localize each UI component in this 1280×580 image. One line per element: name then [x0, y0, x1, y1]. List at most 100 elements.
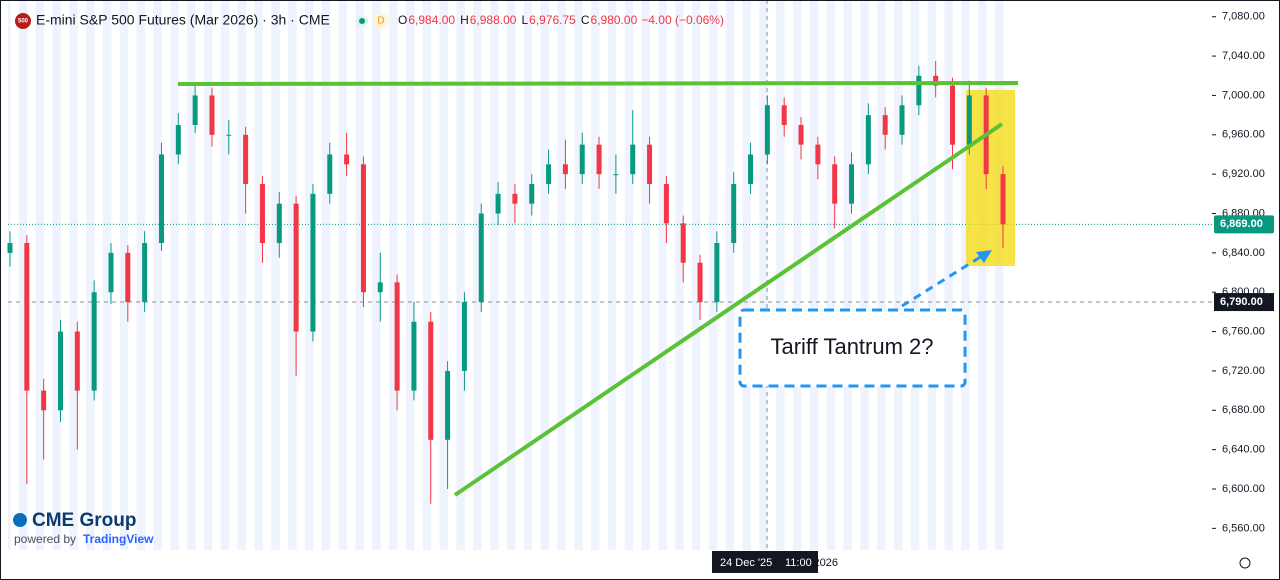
candle-body [226, 134, 232, 136]
candle-body [714, 243, 720, 303]
annotation-box [738, 308, 967, 388]
ohlc-value: 6,988.00 [470, 13, 517, 27]
candle-body [74, 331, 80, 391]
y-tick-label: 6,640.00 [1222, 444, 1265, 456]
candle-body [495, 193, 501, 214]
candle-body [1000, 174, 1006, 225]
candle-body [192, 95, 198, 125]
grid-layer [8, 223, 1212, 303]
last-price-box [1214, 215, 1274, 234]
candle-body [24, 243, 30, 391]
candle-body [461, 302, 467, 371]
settings-icon[interactable] [1239, 557, 1251, 569]
ohlc-change: −4.00 (−0.06%) [641, 13, 724, 27]
candle-body [647, 144, 653, 184]
ohlc-key: H [460, 13, 469, 27]
candle-body [209, 95, 215, 135]
y-tick-label: 6,840.00 [1222, 247, 1265, 259]
brand-icon [13, 513, 27, 527]
candle-body [259, 183, 265, 244]
candle-body [310, 193, 316, 332]
crosshair-time: 11:00 [785, 557, 812, 569]
candle-body [748, 154, 754, 184]
candle-body [344, 154, 350, 165]
last-price-label: 6,869.00 [1220, 218, 1263, 230]
time-label: 2026 [814, 557, 838, 569]
candle-body [630, 144, 636, 175]
candle-body [613, 174, 619, 176]
y-tick-label: 7,000.00 [1222, 89, 1265, 101]
candle-body [57, 331, 63, 411]
candle-body [360, 164, 366, 293]
candle-body [916, 75, 922, 106]
candle-body [764, 105, 770, 155]
y-tick-label: 6,960.00 [1222, 129, 1265, 141]
candle-body [91, 292, 97, 391]
candle-body [125, 252, 131, 303]
ohlc-value: 6,980.00 [591, 13, 638, 27]
ohlc-header: O 6,984.00 H 6,988.00 L 6,976.75 C 6,980.00 −4.0… [398, 13, 724, 27]
time-axis [0, 550, 1212, 580]
status-badge-bg [373, 13, 389, 29]
candle-body [849, 164, 855, 204]
candle-body [882, 115, 888, 135]
candle-body [512, 193, 518, 204]
y-tick-label: 6,720.00 [1222, 365, 1265, 377]
crosshair-date: 24 Dec '25 [720, 557, 772, 569]
brand: CME Group [32, 510, 137, 531]
candle-body [108, 252, 114, 293]
y-tick-label: 6,560.00 [1222, 522, 1265, 534]
candle-body [697, 262, 703, 303]
powered-by-brand: TradingView [83, 532, 154, 546]
candle-body [142, 243, 148, 303]
crosshair-time-box [712, 551, 818, 573]
candle-body [428, 321, 434, 440]
candle-body [832, 164, 838, 204]
y-tick-label: 6,600.00 [1222, 483, 1265, 495]
crosshair-price-box [1214, 293, 1274, 312]
candle-body [596, 144, 602, 175]
candle-body [276, 203, 282, 244]
annotation-arrow [901, 254, 983, 308]
highlight-box [966, 90, 1015, 266]
candle-body [933, 75, 939, 86]
candle-body [445, 370, 451, 440]
symbol-badge: 500 [18, 19, 29, 25]
price-axis [1212, 0, 1280, 580]
candle-body [243, 134, 249, 184]
y-tick-label: 6,760.00 [1222, 325, 1265, 337]
candle-body [966, 95, 972, 145]
candle-body [293, 203, 299, 332]
candle-body [950, 85, 956, 145]
status-dot-inner [359, 18, 365, 24]
candle-body [865, 115, 871, 165]
resistance-line [177, 81, 1019, 86]
candle-body [327, 154, 333, 194]
candle-body [478, 213, 484, 303]
title: E-mini S&P 500 Futures (Mar 2026) · 3h ·… [36, 12, 330, 28]
candles [7, 61, 1006, 504]
candle-body [899, 105, 905, 135]
trend-line [453, 122, 1004, 497]
powered-by: powered by [14, 532, 76, 546]
candle-body [529, 183, 535, 204]
candle-body [579, 144, 585, 175]
candle-body [781, 105, 787, 125]
candle-body [680, 223, 686, 263]
y-tick-label: 7,080.00 [1222, 11, 1265, 23]
y-tick-label: 6,680.00 [1222, 404, 1265, 416]
candle-body [158, 154, 164, 244]
y-tick-label: 7,040.00 [1222, 50, 1265, 62]
ohlc-key: O [398, 13, 407, 27]
candle-body [815, 144, 821, 165]
candle-body [175, 124, 181, 155]
candle-body [731, 183, 737, 244]
candle-body [377, 282, 383, 293]
candle-body [663, 183, 669, 224]
y-tick-label: 6,920.00 [1222, 168, 1265, 180]
crosshair-price-label: 6,790.00 [1220, 296, 1263, 308]
ohlc-value: 6,976.75 [529, 13, 576, 27]
candle-body [411, 321, 417, 391]
